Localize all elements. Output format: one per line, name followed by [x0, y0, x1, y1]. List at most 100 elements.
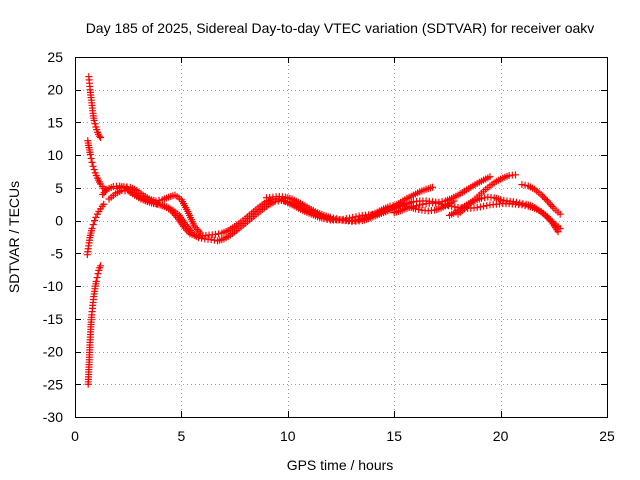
y-tick-label: 20 [47, 82, 63, 98]
y-tick-label: 10 [47, 147, 63, 163]
data-point [480, 202, 488, 210]
data-point [476, 203, 484, 211]
data-point [94, 270, 102, 278]
data-point [486, 173, 494, 181]
y-tick-label: -10 [43, 278, 63, 294]
x-tick-labels: 0 5 10 15 20 25 [71, 428, 615, 444]
data-point [543, 213, 551, 221]
data-point [92, 213, 100, 221]
data-point [451, 203, 459, 211]
x-tick-label: 10 [280, 428, 296, 444]
data-point [88, 224, 96, 232]
y-tick-label: -25 [43, 376, 63, 392]
data-point [86, 151, 94, 159]
data-point [91, 120, 99, 128]
y-tick-label: -20 [43, 344, 63, 360]
y-tick-labels: -30 -25 -20 -15 -10 -5 0 5 10 15 20 25 [43, 49, 63, 425]
x-tick-label: 0 [71, 428, 79, 444]
data-point [215, 230, 223, 238]
y-axis-label: SDTVAR / TECUs [6, 181, 22, 293]
data-point [546, 216, 554, 224]
x-axis-label: GPS time / hours [287, 457, 394, 473]
data-point [194, 234, 202, 242]
grid [75, 57, 607, 417]
data-point [92, 278, 100, 286]
series-track-g [518, 181, 564, 218]
y-tick-label: 0 [55, 213, 63, 229]
data-point [90, 166, 98, 174]
chart-title: Day 185 of 2025, Sidereal Day-to-day VTE… [86, 20, 595, 36]
plot-frame [75, 57, 608, 418]
x-tick-label: 15 [386, 428, 402, 444]
ticks [75, 57, 608, 418]
data-point [521, 181, 529, 189]
data-points [83, 73, 564, 388]
series-lower-left-arc [84, 262, 105, 388]
data-point [152, 197, 160, 205]
y-tick-label: 5 [55, 180, 63, 196]
data-point [198, 234, 206, 242]
series-track-b [105, 187, 458, 245]
y-tick-label: -30 [43, 409, 63, 425]
series-upper-left-arc [85, 73, 105, 142]
data-point [511, 171, 519, 179]
data-point [326, 213, 334, 221]
data-point [87, 154, 95, 162]
data-point [333, 215, 341, 223]
data-point [540, 194, 548, 202]
data-point [541, 211, 549, 219]
data-point [537, 190, 545, 198]
data-point [274, 197, 282, 205]
data-point [93, 274, 101, 282]
data-point [500, 196, 508, 204]
data-point [448, 202, 456, 210]
series-mid-left-arc [84, 137, 110, 195]
data-point [554, 228, 562, 236]
data-point [481, 194, 489, 202]
data-point [435, 200, 443, 208]
series-track-c [114, 173, 494, 237]
y-tick-label: -15 [43, 311, 63, 327]
y-tick-label: 15 [47, 114, 63, 130]
data-point [97, 262, 105, 270]
series-left-zero-branch [83, 200, 108, 259]
x-tick-label: 20 [493, 428, 509, 444]
data-point [556, 210, 564, 218]
data-point [539, 192, 547, 200]
data-point [100, 200, 108, 208]
data-point [519, 200, 527, 208]
data-point [91, 217, 99, 225]
data-point [513, 198, 521, 206]
data-point [153, 200, 161, 208]
data-point [497, 196, 505, 204]
data-point [516, 199, 524, 207]
data-point [197, 229, 205, 237]
data-point [90, 116, 98, 124]
data-point [89, 221, 97, 229]
x-tick-label: 5 [178, 428, 186, 444]
data-point [518, 181, 526, 189]
data-point [543, 197, 551, 205]
data-point [281, 197, 289, 205]
data-point [444, 202, 452, 210]
data-point [277, 196, 285, 204]
data-point [441, 201, 449, 209]
data-point [548, 202, 556, 210]
data-point [415, 206, 423, 214]
data-point [97, 134, 105, 142]
data-point [89, 162, 97, 170]
data-point [509, 198, 517, 206]
data-point [413, 202, 421, 210]
series-track-d [390, 199, 564, 232]
data-point [473, 204, 481, 212]
data-point [330, 214, 338, 222]
data-point [419, 200, 427, 208]
data-point [483, 202, 491, 210]
data-point [429, 183, 437, 191]
x-tick-label: 25 [599, 428, 615, 444]
data-point [95, 132, 103, 140]
data-point [438, 200, 446, 208]
data-point [336, 215, 344, 223]
data-point [544, 215, 552, 223]
